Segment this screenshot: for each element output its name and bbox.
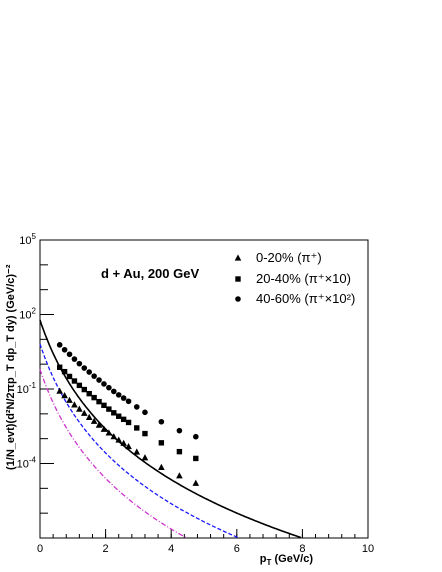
y-tick-label: 105 [19, 232, 36, 247]
data-point-circle [101, 381, 107, 387]
data-point-circle [61, 346, 68, 353]
data-point-circle [158, 418, 165, 425]
data-point-triangle [141, 454, 149, 461]
x-axis-title: pT (GeV/c) [260, 553, 314, 567]
data-point-triangle [71, 401, 78, 408]
data-point-triangle [110, 433, 118, 440]
data-point-circle [133, 404, 140, 410]
legend-entry-label: 20-40% (π⁺×10) [256, 271, 351, 286]
data-point-square [71, 378, 78, 384]
data-point-triangle [66, 396, 73, 403]
data-point-square [66, 373, 73, 380]
data-point-triangle [61, 392, 68, 399]
data-point-square [193, 455, 199, 462]
legend-entry-label: 40-60% (π⁺×10²) [256, 291, 355, 306]
data-point-square [125, 419, 132, 426]
data-point-triangle [115, 436, 123, 443]
y-axis-title: (1/N_evt)(d²N/2πp_T dp_T dy) (GeV/c)⁻² [5, 264, 17, 470]
fit-curves [39, 319, 302, 539]
data-point-triangle [76, 405, 83, 412]
data-point-circle [111, 388, 117, 395]
data-point-square [96, 398, 102, 405]
data-point-circle [56, 342, 63, 348]
data-point-triangle [90, 417, 98, 424]
data-point-triangle [100, 425, 108, 432]
y-tick-label: 10-1 [17, 381, 37, 396]
data-point-circle [76, 360, 83, 367]
data-point-square [142, 430, 148, 437]
fit-curve-circle [39, 319, 302, 539]
data-point-square [76, 382, 83, 389]
data-point-square [134, 425, 140, 431]
legend-marker-square [235, 276, 241, 282]
y-tick-label: 102 [19, 307, 36, 322]
data-point-circle [193, 433, 199, 440]
data-point-square [61, 368, 68, 375]
data-point-square [91, 394, 97, 401]
data-point-triangle [133, 448, 141, 455]
data-point-triangle [125, 442, 132, 450]
data-point-circle [66, 351, 73, 358]
y-tick-label: 10-4 [17, 456, 37, 471]
fit-curve-triangle [39, 369, 187, 539]
legend-entry-label: 0-20% (π⁺) [256, 250, 322, 265]
data-point-square [106, 406, 112, 412]
data-point-square [176, 448, 183, 455]
x-tick-label: 0 [37, 543, 43, 555]
x-tick-label: 10 [362, 543, 374, 555]
data-point-circle [86, 369, 92, 375]
data-point-square [86, 390, 92, 397]
data-point-triangle [176, 472, 183, 479]
data-point-circle [115, 392, 122, 398]
legend: 0-20% (π⁺) 20-40% (π⁺×10) 40-60% (π⁺×10²) [234, 250, 355, 306]
data-point-square [158, 440, 165, 446]
x-axis: 0 2 4 6 8 10 [37, 529, 374, 555]
data-point-triangle [158, 463, 165, 470]
data-point-triangle [105, 429, 113, 436]
data-point-circle [106, 384, 112, 391]
y-axis: 105 102 10-1 10-4 [17, 232, 54, 539]
legend-marker-circle [235, 296, 241, 302]
x-tick-label: 8 [299, 543, 305, 555]
plot-frame [39, 239, 369, 539]
data-point-triangle [120, 439, 127, 446]
data-point-square [56, 364, 63, 370]
legend-marker-triangle [234, 254, 242, 261]
annotation: d + Au, 200 GeV [101, 266, 199, 281]
data-point-circle [125, 398, 132, 405]
data-point-triangle [85, 413, 93, 420]
data-point-circle [142, 409, 148, 416]
data-point-triangle [192, 479, 200, 486]
x-tick-label: 2 [103, 543, 109, 555]
data-point-circle [71, 356, 78, 362]
x-tick-label: 4 [168, 543, 174, 555]
plot-area [39, 239, 369, 539]
data-point-square [116, 413, 122, 419]
data-point-triangle [56, 387, 63, 394]
data-point-square [120, 416, 127, 423]
data-point-square [111, 410, 117, 416]
data-point-square [101, 402, 107, 409]
data-point-circle [96, 377, 102, 383]
data-point-square [81, 386, 87, 393]
data-point-circle [176, 427, 183, 434]
data-point-triangle [95, 421, 103, 428]
data-point-circle [81, 365, 88, 371]
data-point-circle [91, 373, 97, 379]
data-point-circle [120, 395, 127, 401]
x-tick-label: 6 [234, 543, 240, 555]
data-markers [56, 342, 200, 486]
data-point-triangle [80, 409, 88, 416]
